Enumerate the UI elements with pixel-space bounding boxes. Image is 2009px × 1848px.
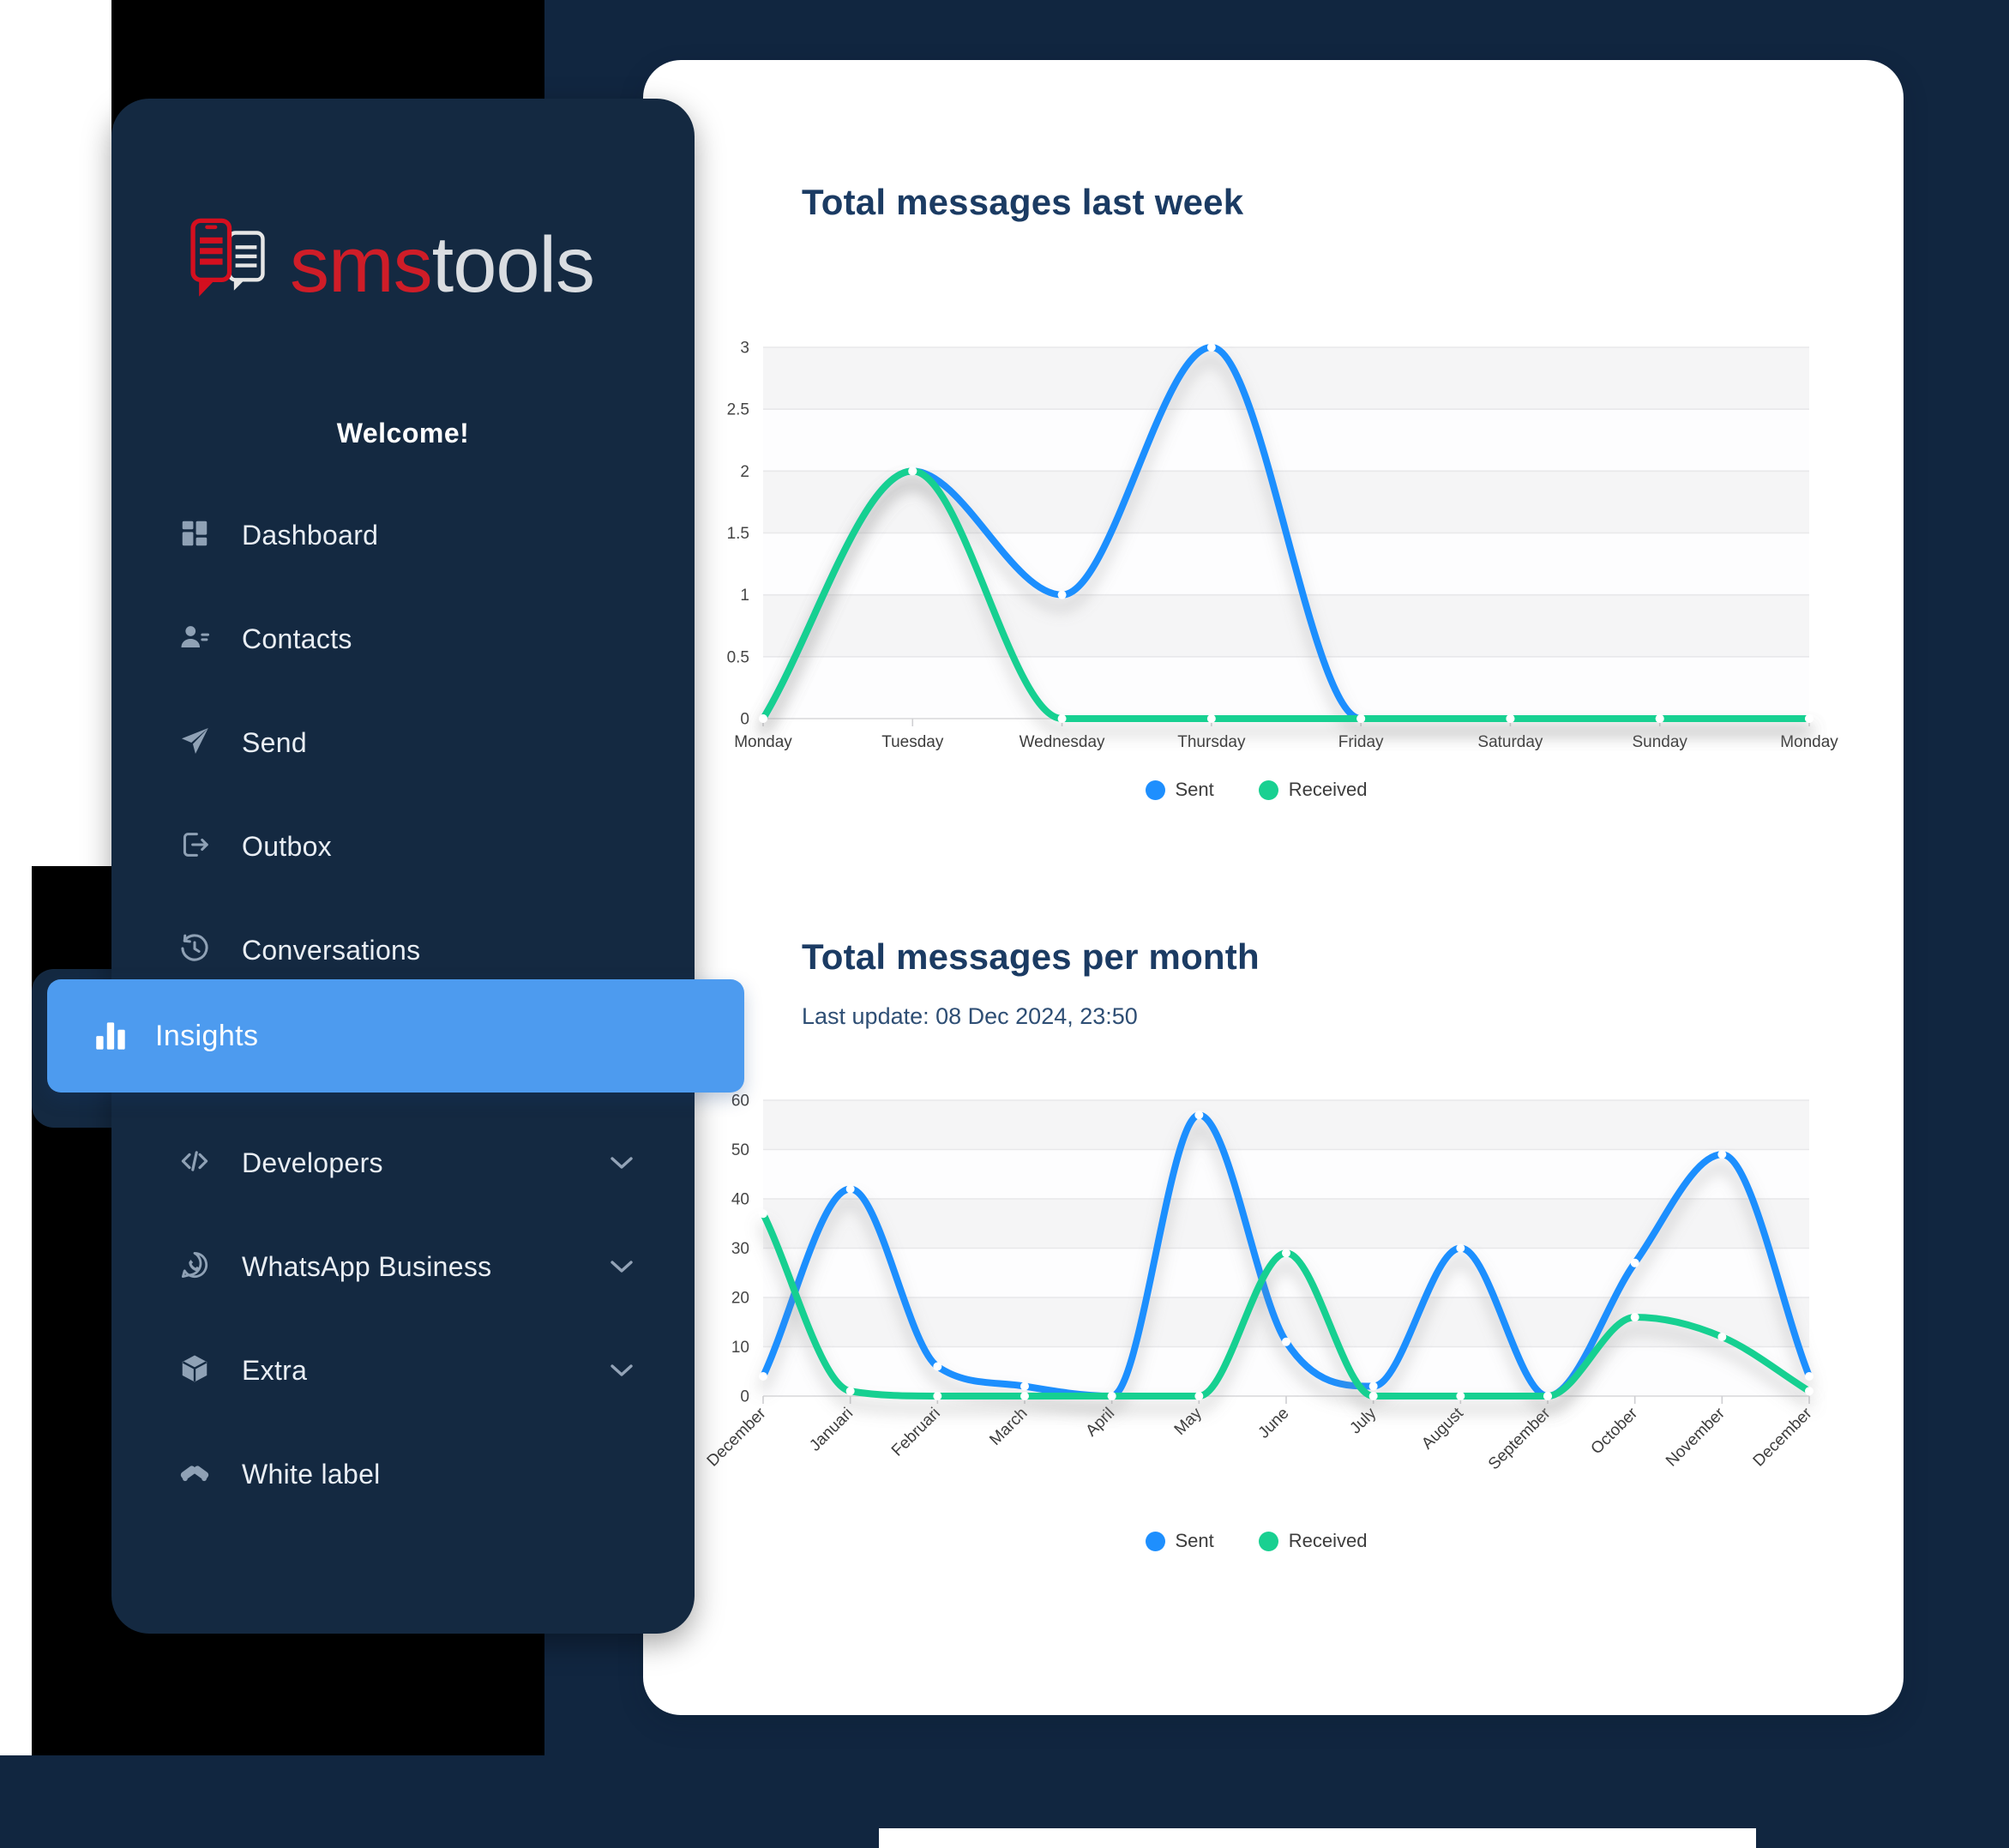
chevron-down-icon — [611, 1156, 633, 1170]
insights-icon — [92, 1014, 131, 1058]
sidebar-item-label: Send — [242, 726, 307, 758]
legend-label: Sent — [1175, 779, 1214, 800]
dashboard-icon — [178, 517, 211, 554]
sidebar-item-send[interactable]: Send — [111, 718, 695, 767]
sidebar-item-white-label[interactable]: White label — [111, 1449, 695, 1499]
legend-label: Received — [1288, 779, 1368, 800]
svg-text:Sunday: Sunday — [1632, 733, 1687, 751]
legend-label: Sent — [1175, 1530, 1214, 1551]
svg-text:30: 30 — [731, 1240, 749, 1258]
svg-text:June: June — [1255, 1405, 1293, 1442]
svg-text:60: 60 — [731, 1093, 749, 1111]
legend-item-sent: Sent — [1145, 1530, 1214, 1552]
received-legend-dot — [1258, 1531, 1278, 1551]
sidebar-item-insights[interactable]: Insights — [47, 979, 744, 1093]
contacts-icon — [178, 621, 211, 658]
sidebar-item-label: White label — [242, 1458, 381, 1490]
svg-text:1: 1 — [740, 587, 749, 605]
whatsapp-icon — [178, 1249, 211, 1285]
svg-text:1.5: 1.5 — [727, 525, 749, 543]
svg-text:Monday: Monday — [1780, 733, 1838, 751]
svg-text:Saturday: Saturday — [1477, 733, 1543, 751]
chart-month-legend: Sent Received — [660, 1530, 1852, 1552]
white-label-icon — [178, 1456, 211, 1493]
sidebar-item-label: WhatsApp Business — [242, 1250, 492, 1282]
legend-item-sent: Sent — [1145, 779, 1214, 801]
svg-text:Januari: Januari — [806, 1405, 857, 1455]
svg-text:50: 50 — [731, 1141, 749, 1159]
svg-text:April: April — [1082, 1405, 1118, 1441]
sidebar-item-dashboard[interactable]: Dashboard — [111, 510, 695, 560]
bottom-panel-notch — [879, 1828, 1756, 1848]
brand-logo[interactable]: smstools — [187, 210, 595, 319]
outbox-icon — [178, 828, 211, 865]
welcome-text: Welcome! — [336, 418, 470, 448]
svg-text:0: 0 — [740, 711, 749, 729]
svg-text:Monday: Monday — [734, 733, 792, 751]
sidebar-item-conversations[interactable]: Conversations — [111, 925, 695, 975]
chevron-down-icon — [611, 1363, 633, 1377]
sidebar-item-whatsapp-business[interactable]: WhatsApp Business — [111, 1242, 695, 1291]
svg-text:Thursday: Thursday — [1177, 733, 1246, 751]
sidebar-item-label: Conversations — [242, 934, 421, 966]
legend-item-received: Received — [1258, 779, 1368, 801]
svg-text:40: 40 — [731, 1191, 749, 1209]
sidebar-item-label: Insights — [155, 1019, 259, 1052]
svg-text:Februari: Februari — [888, 1405, 944, 1460]
chart-title-week: Total messages last week — [802, 182, 1244, 222]
brand-name: smstools — [290, 220, 595, 309]
sidebar-item-contacts[interactable]: Contacts — [111, 614, 695, 664]
conversations-icon — [178, 932, 211, 969]
svg-text:December: December — [704, 1404, 770, 1470]
svg-text:August: August — [1418, 1404, 1467, 1453]
sidebar: smstools Welcome! Dashboard Contacts Sen… — [111, 99, 695, 1634]
sidebar-item-outbox[interactable]: Outbox — [111, 822, 695, 871]
svg-text:2: 2 — [740, 463, 749, 481]
charts-card — [643, 60, 1904, 1715]
svg-text:September: September — [1485, 1404, 1555, 1473]
svg-text:Wednesday: Wednesday — [1020, 733, 1105, 751]
svg-text:October: October — [1588, 1404, 1642, 1458]
sidebar-item-developers[interactable]: Developers — [111, 1138, 695, 1188]
svg-text:July: July — [1346, 1404, 1380, 1437]
chart-week: 3 2.5 2 1.5 1 0.5 0 Monday Tuesday Wednesday Thurs… — [727, 340, 1839, 752]
sidebar-item-label: Contacts — [242, 623, 352, 654]
svg-text:0.5: 0.5 — [727, 648, 749, 666]
svg-text:November: November — [1663, 1404, 1729, 1470]
svg-text:December: December — [1750, 1404, 1816, 1470]
svg-text:10: 10 — [731, 1339, 749, 1357]
svg-text:3: 3 — [740, 340, 749, 358]
legend-item-received: Received — [1258, 1530, 1368, 1552]
chart-title-month: Total messages per month — [802, 936, 1260, 977]
svg-text:20: 20 — [731, 1290, 749, 1308]
legend-label: Received — [1288, 1530, 1368, 1551]
chart-week-legend: Sent Received — [660, 779, 1852, 801]
svg-text:May: May — [1171, 1404, 1206, 1439]
sidebar-item-label: Extra — [242, 1354, 308, 1386]
sms-logo-icon — [187, 210, 266, 319]
svg-text:0: 0 — [740, 1388, 749, 1406]
svg-text:2.5: 2.5 — [727, 401, 749, 419]
svg-text:Friday: Friday — [1338, 733, 1384, 751]
sidebar-item-label: Developers — [242, 1147, 383, 1178]
chart-subtitle-month: Last update: 08 Dec 2024, 23:50 — [802, 1003, 1138, 1029]
extra-icon — [178, 1352, 211, 1389]
svg-text:Tuesday: Tuesday — [881, 733, 944, 751]
send-icon — [178, 725, 211, 761]
chevron-down-icon — [611, 1260, 633, 1273]
sidebar-item-label: Dashboard — [242, 519, 379, 551]
svg-text:March: March — [986, 1405, 1031, 1449]
developers-icon — [178, 1145, 211, 1182]
sent-legend-dot — [1145, 1531, 1165, 1551]
sent-legend-dot — [1145, 780, 1165, 800]
sidebar-item-label: Outbox — [242, 830, 332, 862]
received-legend-dot — [1258, 780, 1278, 800]
sidebar-item-extra[interactable]: Extra — [111, 1345, 695, 1395]
